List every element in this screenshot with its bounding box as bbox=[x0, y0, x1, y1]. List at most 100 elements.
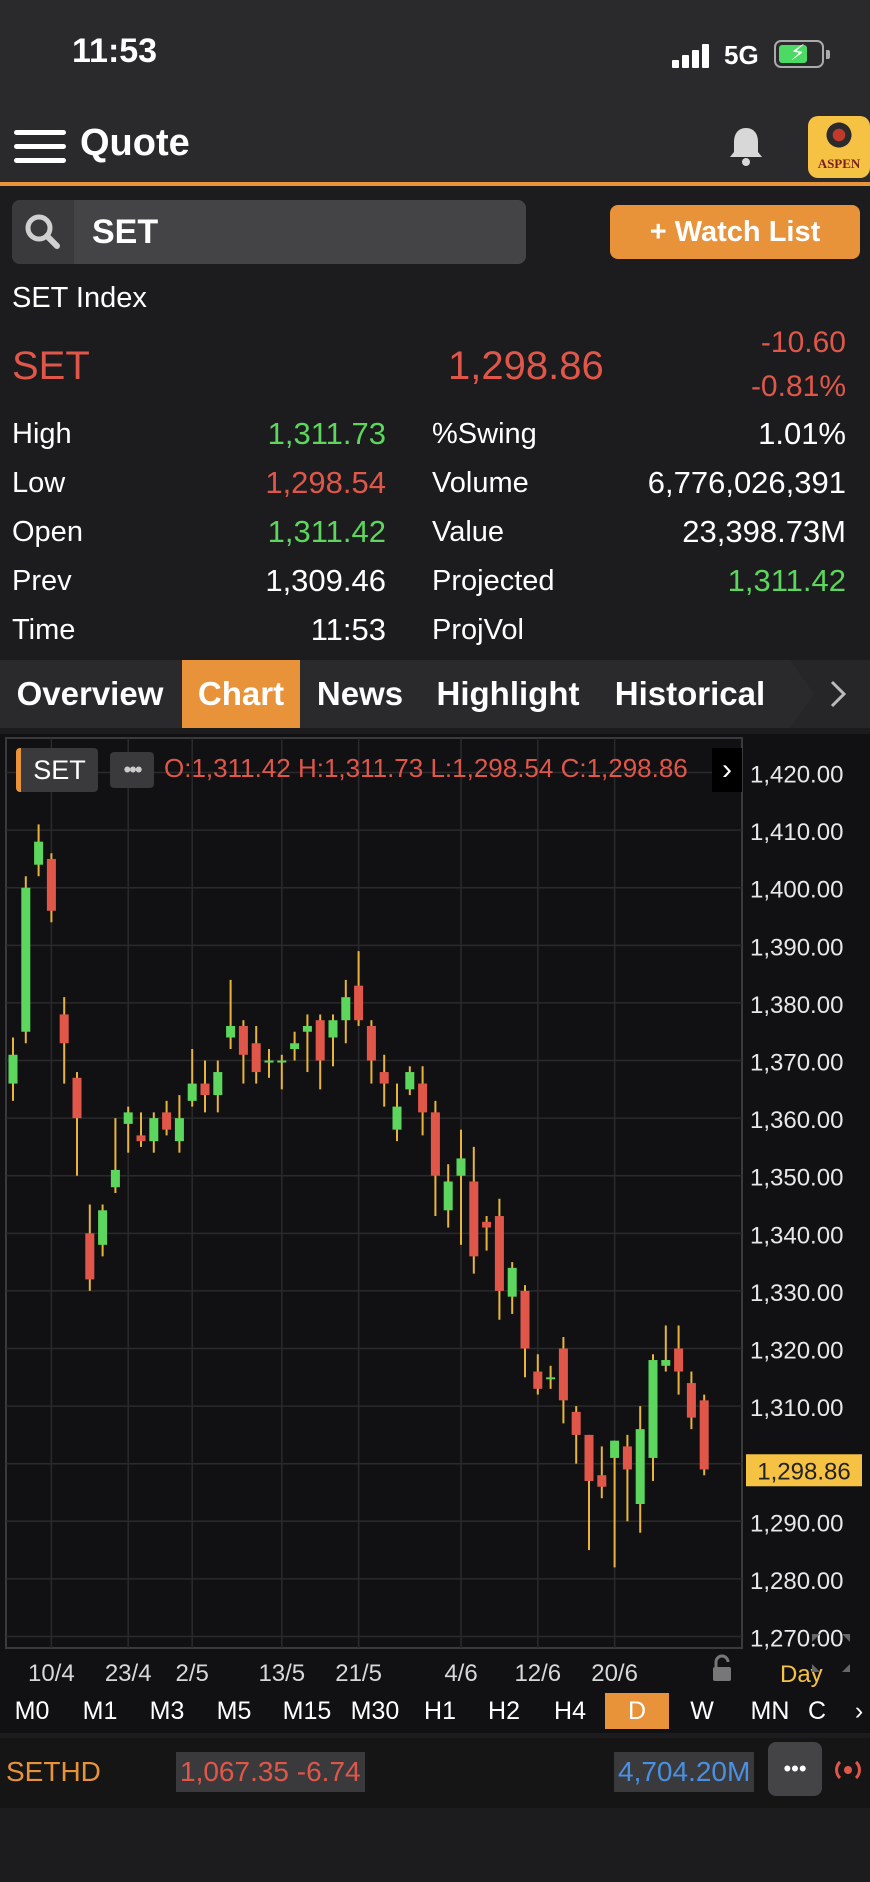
y-tick-label: 1,380.00 bbox=[750, 992, 843, 1019]
timeframe-m5[interactable]: M5 bbox=[216, 1696, 252, 1725]
stat-label-open: Open bbox=[12, 516, 83, 548]
stat-value-value: 23,398.73M bbox=[682, 514, 846, 549]
timeframe-m15[interactable]: M15 bbox=[282, 1696, 332, 1725]
chart-more-button[interactable]: ••• bbox=[110, 752, 154, 788]
ohlc-expand-icon[interactable]: › bbox=[712, 748, 742, 792]
timeframe-m0[interactable]: M0 bbox=[14, 1696, 50, 1725]
lock-icon[interactable] bbox=[713, 1654, 731, 1681]
y-tick-label: 1,280.00 bbox=[750, 1568, 843, 1595]
x-tick-label: 23/4 bbox=[105, 1660, 152, 1687]
timeframe-w[interactable]: W bbox=[690, 1696, 714, 1725]
tab-historical[interactable]: Historical bbox=[598, 660, 782, 728]
quote-tabs: Overview Chart News Highlight Historical bbox=[0, 660, 870, 728]
candle-body bbox=[85, 1233, 95, 1280]
timeframe-h1[interactable]: H1 bbox=[424, 1696, 456, 1725]
y-tick-label: 1,270.00 bbox=[750, 1625, 843, 1652]
x-tick-label: 10/4 bbox=[28, 1660, 75, 1687]
search-icon[interactable] bbox=[12, 200, 74, 264]
x-tick-label: 4/6 bbox=[444, 1660, 477, 1687]
x-tick-label: 13/5 bbox=[258, 1660, 305, 1687]
ticker-price-change: 1,067.35 -6.74 bbox=[176, 1752, 365, 1792]
timeframe-m3[interactable]: M3 bbox=[149, 1696, 185, 1725]
candle-body bbox=[648, 1360, 658, 1458]
chart-plot-border bbox=[5, 737, 743, 1649]
bell-icon[interactable] bbox=[726, 124, 766, 168]
logo-text: ASPEN bbox=[817, 156, 861, 171]
candle-body bbox=[699, 1400, 709, 1470]
stat-label-high: High bbox=[12, 418, 72, 450]
last-price-label: 1,298.86 bbox=[757, 1458, 850, 1485]
candle-body bbox=[379, 1072, 389, 1084]
candle-body bbox=[418, 1083, 428, 1113]
stat-value-volume: 6,776,026,391 bbox=[647, 465, 846, 500]
ticker-symbol[interactable]: SETHD bbox=[6, 1756, 101, 1787]
candle-body bbox=[46, 858, 56, 911]
timeframe-mn[interactable]: MN bbox=[750, 1696, 790, 1725]
y-tick-label: 1,410.00 bbox=[750, 819, 843, 846]
candle-body bbox=[162, 1112, 172, 1130]
bottom-ticker[interactable]: SETHD 1,067.35 -6.74 4,704.20M ••• bbox=[0, 1738, 870, 1808]
candle-body bbox=[149, 1118, 159, 1142]
timeframe-scroll-right-icon[interactable]: › bbox=[848, 1693, 870, 1729]
stat-label-time: Time bbox=[12, 614, 76, 646]
stat-label-swing: %Swing bbox=[432, 418, 537, 450]
stat-label-projected: Projected bbox=[432, 565, 555, 597]
stat-label-volume: Volume bbox=[432, 467, 529, 499]
timeframe-d[interactable]: D bbox=[605, 1693, 669, 1729]
candle-body bbox=[238, 1025, 248, 1055]
candle-body bbox=[558, 1348, 568, 1401]
percent-change: -0.81% bbox=[750, 370, 846, 403]
y-tick-label: 1,330.00 bbox=[750, 1280, 843, 1307]
stat-value-projected: 1,311.42 bbox=[727, 563, 846, 598]
chart-symbol-button[interactable]: SET bbox=[16, 748, 98, 792]
tab-overview[interactable]: Overview bbox=[0, 660, 180, 728]
y-tick-label: 1,350.00 bbox=[750, 1165, 843, 1192]
candle-body bbox=[546, 1377, 556, 1380]
candle-body bbox=[136, 1135, 146, 1142]
candle-body bbox=[187, 1083, 197, 1101]
candle-body bbox=[72, 1077, 82, 1119]
symbol-search[interactable] bbox=[12, 200, 526, 264]
tabs-scroll-right-icon[interactable] bbox=[790, 660, 870, 728]
timeframe-h2[interactable]: H2 bbox=[488, 1696, 520, 1725]
candle-body bbox=[597, 1475, 607, 1487]
candle-body bbox=[200, 1083, 210, 1096]
battery-icon: ⚡ bbox=[774, 40, 830, 68]
tab-highlight[interactable]: Highlight bbox=[420, 660, 596, 728]
candle-body bbox=[264, 1060, 274, 1063]
candle-body bbox=[98, 1210, 108, 1245]
candle-body bbox=[8, 1054, 18, 1084]
add-watchlist-button[interactable]: + Watch List bbox=[610, 205, 860, 259]
last-price: 1,298.86 bbox=[448, 344, 604, 388]
candle-body bbox=[520, 1290, 530, 1349]
broadcast-icon[interactable] bbox=[830, 1752, 866, 1788]
candle-body bbox=[366, 1025, 376, 1061]
bottom-spacer bbox=[0, 1808, 870, 1882]
candle-body bbox=[622, 1446, 632, 1470]
candle-body bbox=[635, 1429, 645, 1505]
search-input[interactable] bbox=[80, 200, 510, 264]
tab-chart[interactable]: Chart bbox=[182, 660, 300, 728]
candle-body bbox=[123, 1112, 133, 1124]
candle-body bbox=[610, 1440, 620, 1458]
candle-body bbox=[59, 1014, 69, 1044]
x-tick-label: 20/6 bbox=[591, 1660, 638, 1687]
aspen-logo[interactable]: ASPEN bbox=[808, 116, 870, 178]
candle-body bbox=[251, 1043, 261, 1073]
stat-value-high: 1,311.73 bbox=[267, 416, 386, 451]
candlestick-chart[interactable]: 1,420.00 1,410.00 1,400.00 1,390.00 1,380.00… bbox=[0, 734, 870, 1694]
ticker-more-button[interactable]: ••• bbox=[768, 1742, 822, 1796]
candle-body bbox=[328, 1020, 338, 1038]
timeframe-m30[interactable]: M30 bbox=[350, 1696, 400, 1725]
expand-icon[interactable] bbox=[812, 1634, 850, 1672]
menu-icon[interactable] bbox=[14, 126, 66, 168]
candle-body bbox=[469, 1181, 479, 1257]
candle-body bbox=[661, 1360, 671, 1366]
stat-label-value: Value bbox=[432, 516, 505, 548]
timeframe-m1[interactable]: M1 bbox=[82, 1696, 118, 1725]
timeframe-c[interactable]: C bbox=[808, 1696, 827, 1725]
timeframe-h4[interactable]: H4 bbox=[554, 1696, 586, 1725]
tab-news[interactable]: News bbox=[302, 660, 418, 728]
stat-label-prev: Prev bbox=[12, 565, 72, 597]
candle-body bbox=[584, 1434, 594, 1481]
